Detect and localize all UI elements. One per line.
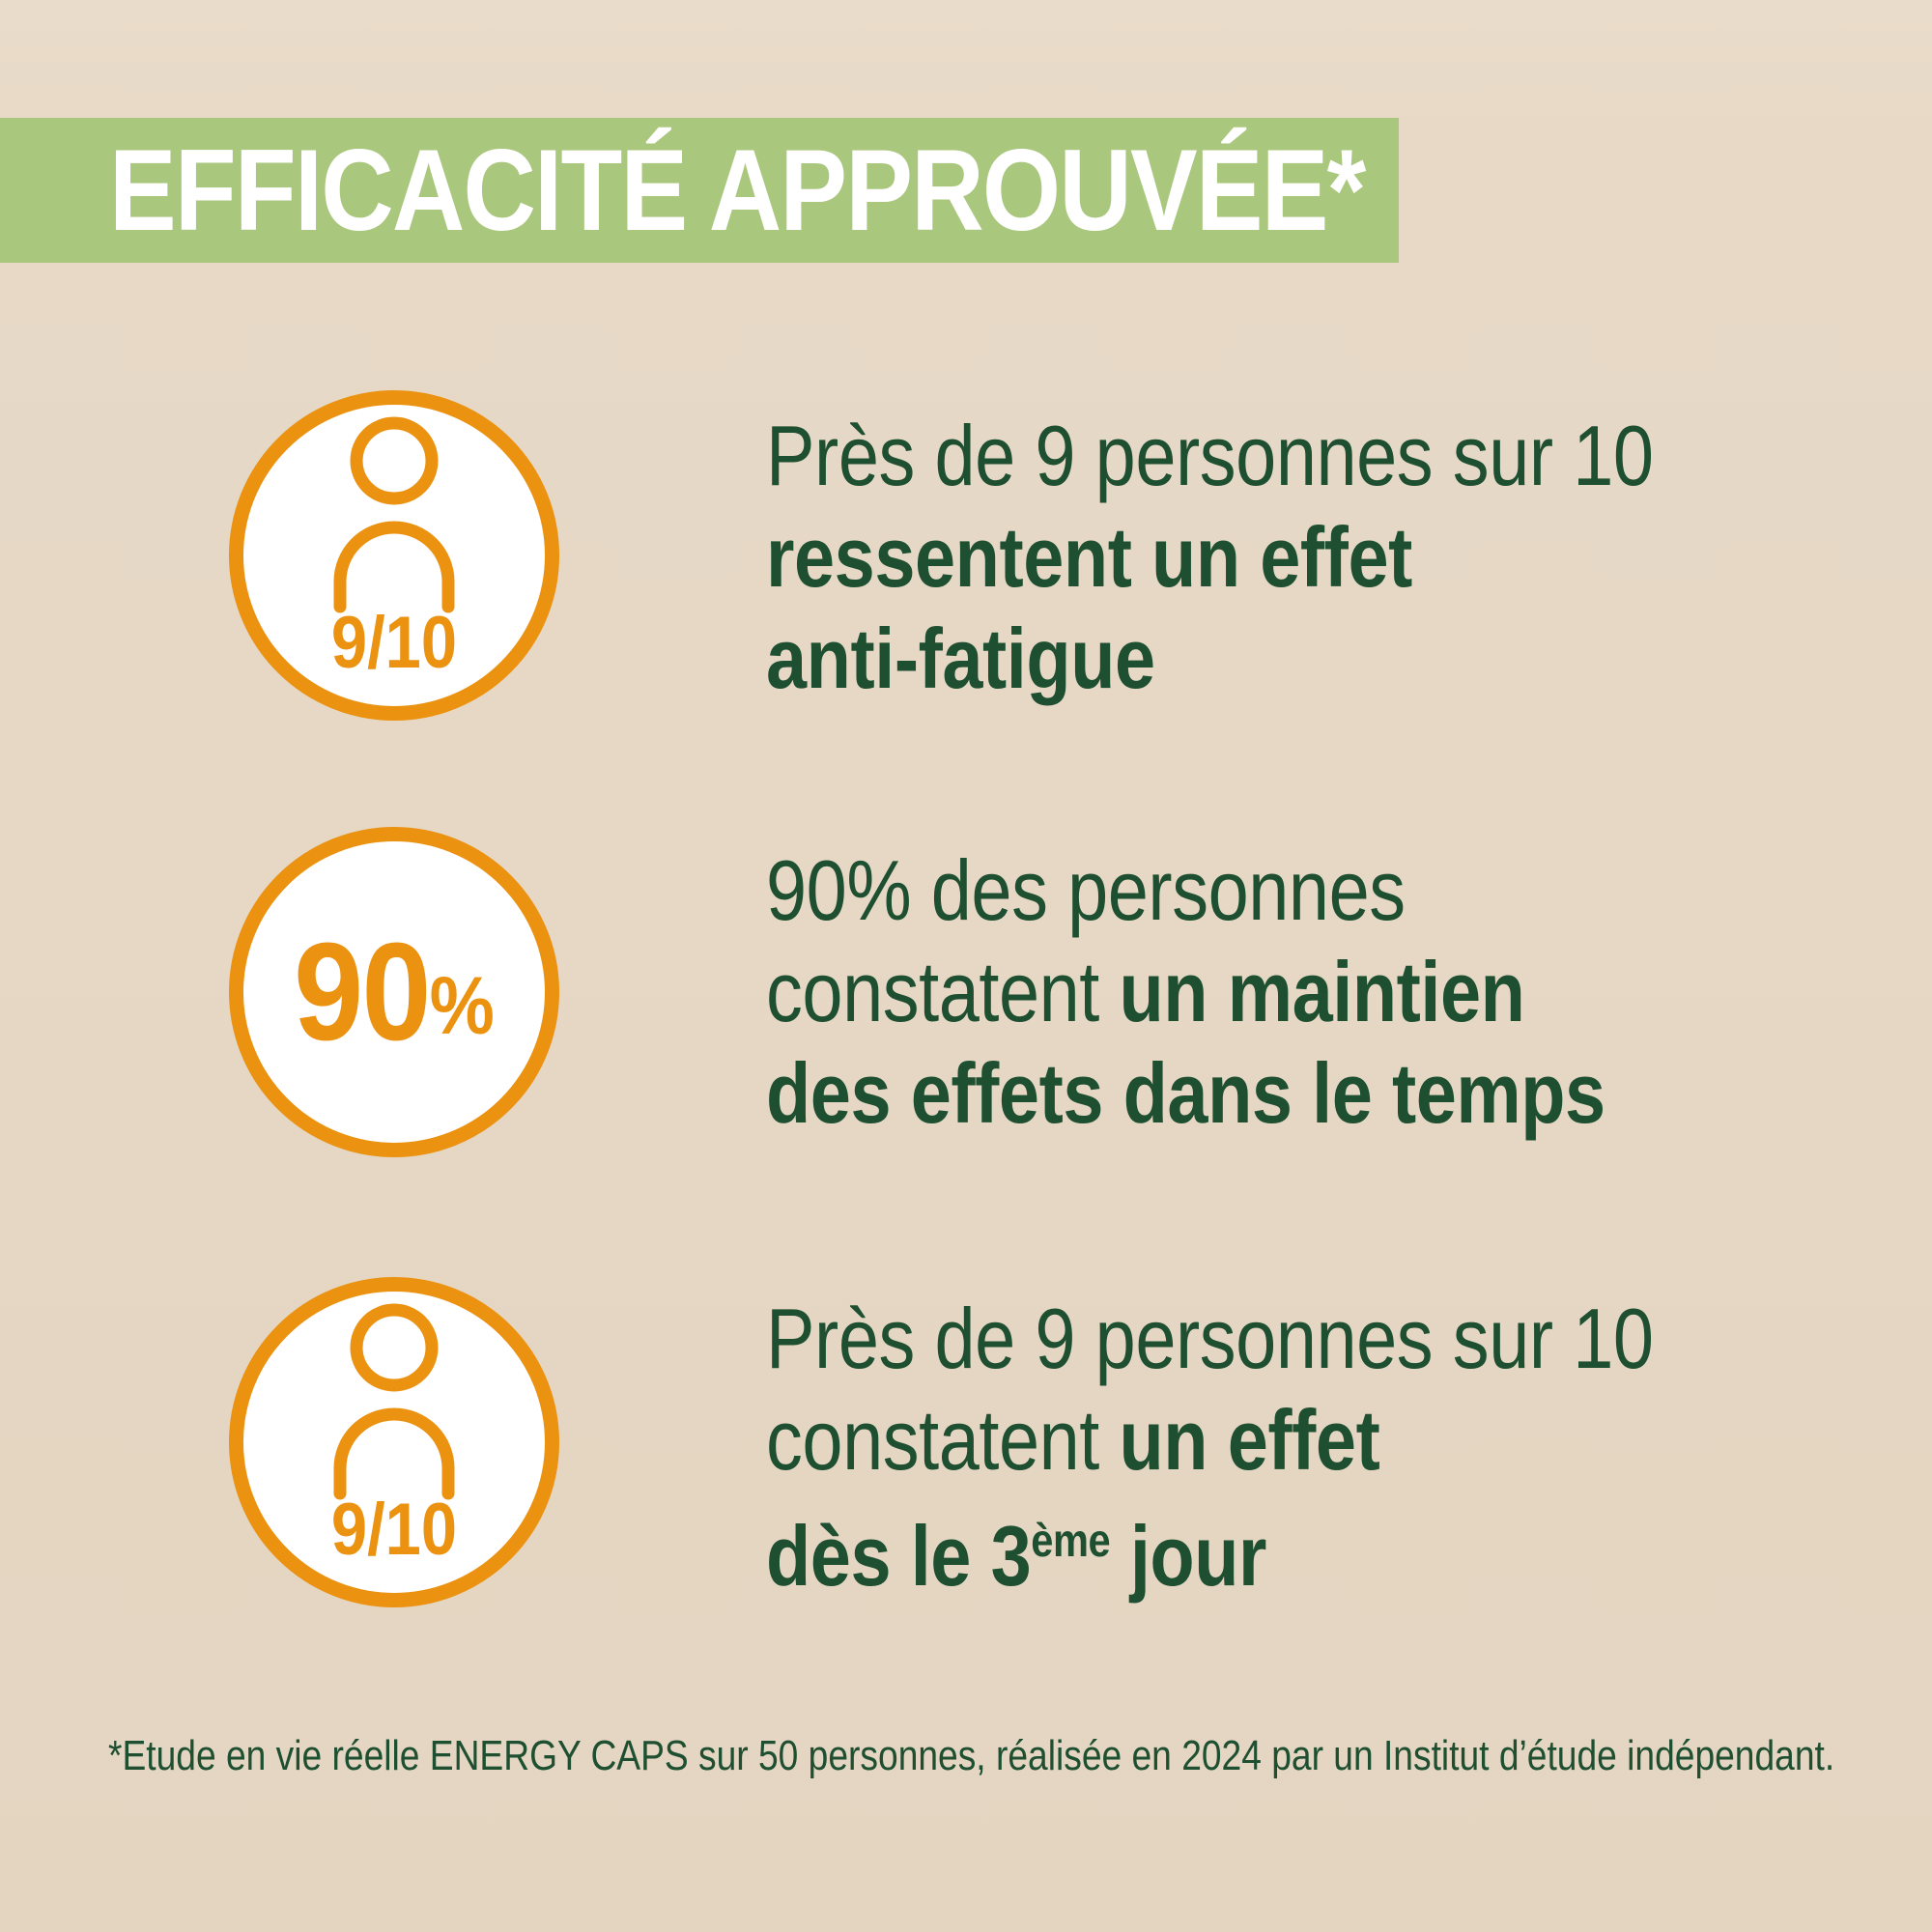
study-footnote: *Etude en vie réelle ENERGY CAPS sur 50 … <box>108 1732 1835 1779</box>
badge-9-of-10-anti-fatigue: 9/10 <box>229 390 559 721</box>
statement-line: anti-fatigue <box>766 611 1155 706</box>
badge-9-of-10-third-day: 9/10 <box>229 1277 559 1607</box>
statement-line: des effets dans le temps <box>766 1045 1605 1141</box>
badge-value: 9/10 <box>330 602 458 684</box>
statement-anti-fatigue: Près de 9 personnes sur 10 ressentent un… <box>766 405 1798 709</box>
person-icon <box>333 416 455 613</box>
badge-value: 9/10 <box>330 1489 458 1571</box>
statement-line: ressentent un effet <box>766 509 1412 605</box>
statement-line: 90% des personnes <box>766 842 1406 938</box>
approved-efficacy-banner: EFFICACITÉ APPROUVÉE* <box>0 118 1399 263</box>
statement-line: constatent un maintien <box>766 944 1525 1039</box>
statement-line: Près de 9 personnes sur 10 <box>766 408 1654 503</box>
statement-lasting-effects: 90% des personnes constatent un maintien… <box>766 839 1742 1144</box>
person-icon <box>333 1303 455 1500</box>
statement-effect-third-day: Près de 9 personnes sur 10 constatent un… <box>766 1288 1798 1604</box>
statement-line: dès le 3ème jour <box>766 1508 1267 1604</box>
banner-title: EFFICACITÉ APPROUVÉE* <box>109 126 1366 255</box>
statement-line: Près de 9 personnes sur 10 <box>766 1291 1654 1386</box>
statement-line: constatent un effet <box>766 1392 1380 1488</box>
badge-value: 90% <box>294 914 495 1069</box>
badge-90-percent: 90% <box>229 827 559 1157</box>
